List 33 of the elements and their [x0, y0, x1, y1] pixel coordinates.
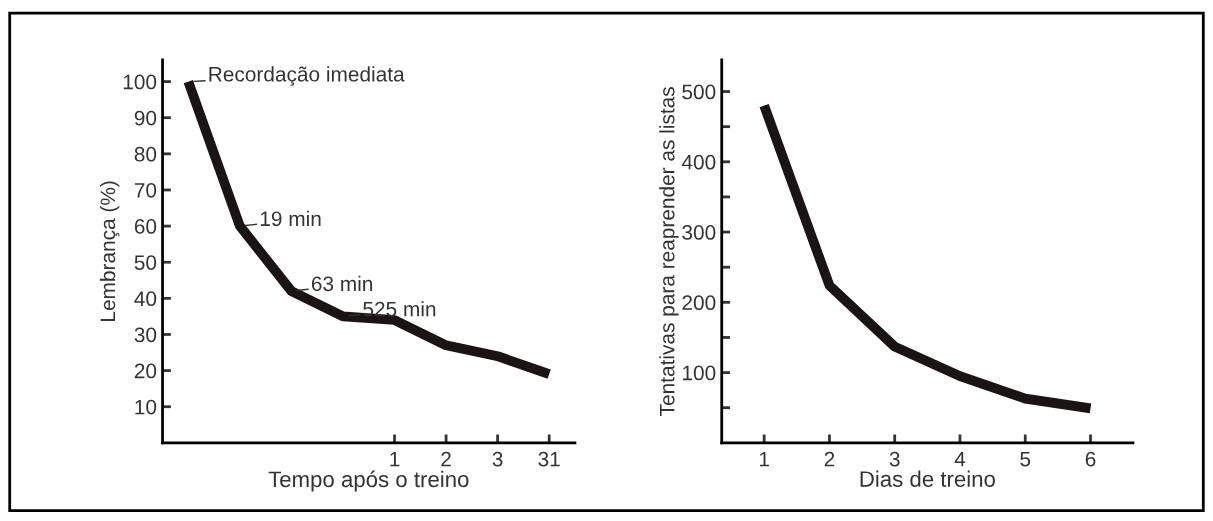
- y-axis-title: Tentativas para reaprender as listas: [659, 87, 679, 416]
- y-tick-label: 100: [683, 365, 716, 381]
- x-tick-label: 4: [954, 451, 966, 467]
- x-tick-label: 1: [390, 451, 400, 467]
- x-tick-label: 31: [538, 451, 560, 467]
- x-tick-label: 3: [889, 451, 900, 467]
- annotation: 63 min: [311, 275, 373, 292]
- x-tick-label: 5: [1020, 451, 1031, 467]
- x-tick-label: 2: [824, 451, 835, 467]
- annotation: 19 min: [260, 210, 321, 227]
- y-tick-label: 70: [134, 182, 157, 198]
- y-tick-label: 30: [134, 327, 157, 343]
- x-tick-label: 3: [492, 451, 503, 467]
- x-axis-title: Tempo após o treino: [268, 470, 469, 492]
- annotation: 525 min: [363, 301, 436, 317]
- y-tick-label: 200: [682, 295, 716, 311]
- y-tick-label: 500: [682, 84, 716, 100]
- annotation: Recordação imediata: [209, 66, 405, 86]
- y-tick-label: 20: [134, 363, 157, 379]
- y-tick-label: 50: [134, 255, 157, 270]
- x-tick-label: 6: [1085, 451, 1096, 467]
- x-tick-label: 1: [759, 451, 769, 467]
- y-tick-label: 60: [134, 219, 157, 234]
- y-tick-label: 80: [134, 146, 157, 162]
- y-tick-label: 400: [681, 154, 716, 170]
- y-tick-label: 300: [682, 225, 716, 240]
- y-tick-label: 90: [134, 110, 157, 126]
- x-axis-title: Dias de treino: [860, 470, 995, 487]
- y-tick-label: 40: [134, 291, 157, 307]
- y-tick-label: 100: [123, 74, 157, 90]
- x-tick-label: 2: [441, 451, 451, 467]
- y-axis-title: Lembrança (%): [99, 181, 120, 321]
- y-tick-label: 10: [135, 399, 157, 415]
